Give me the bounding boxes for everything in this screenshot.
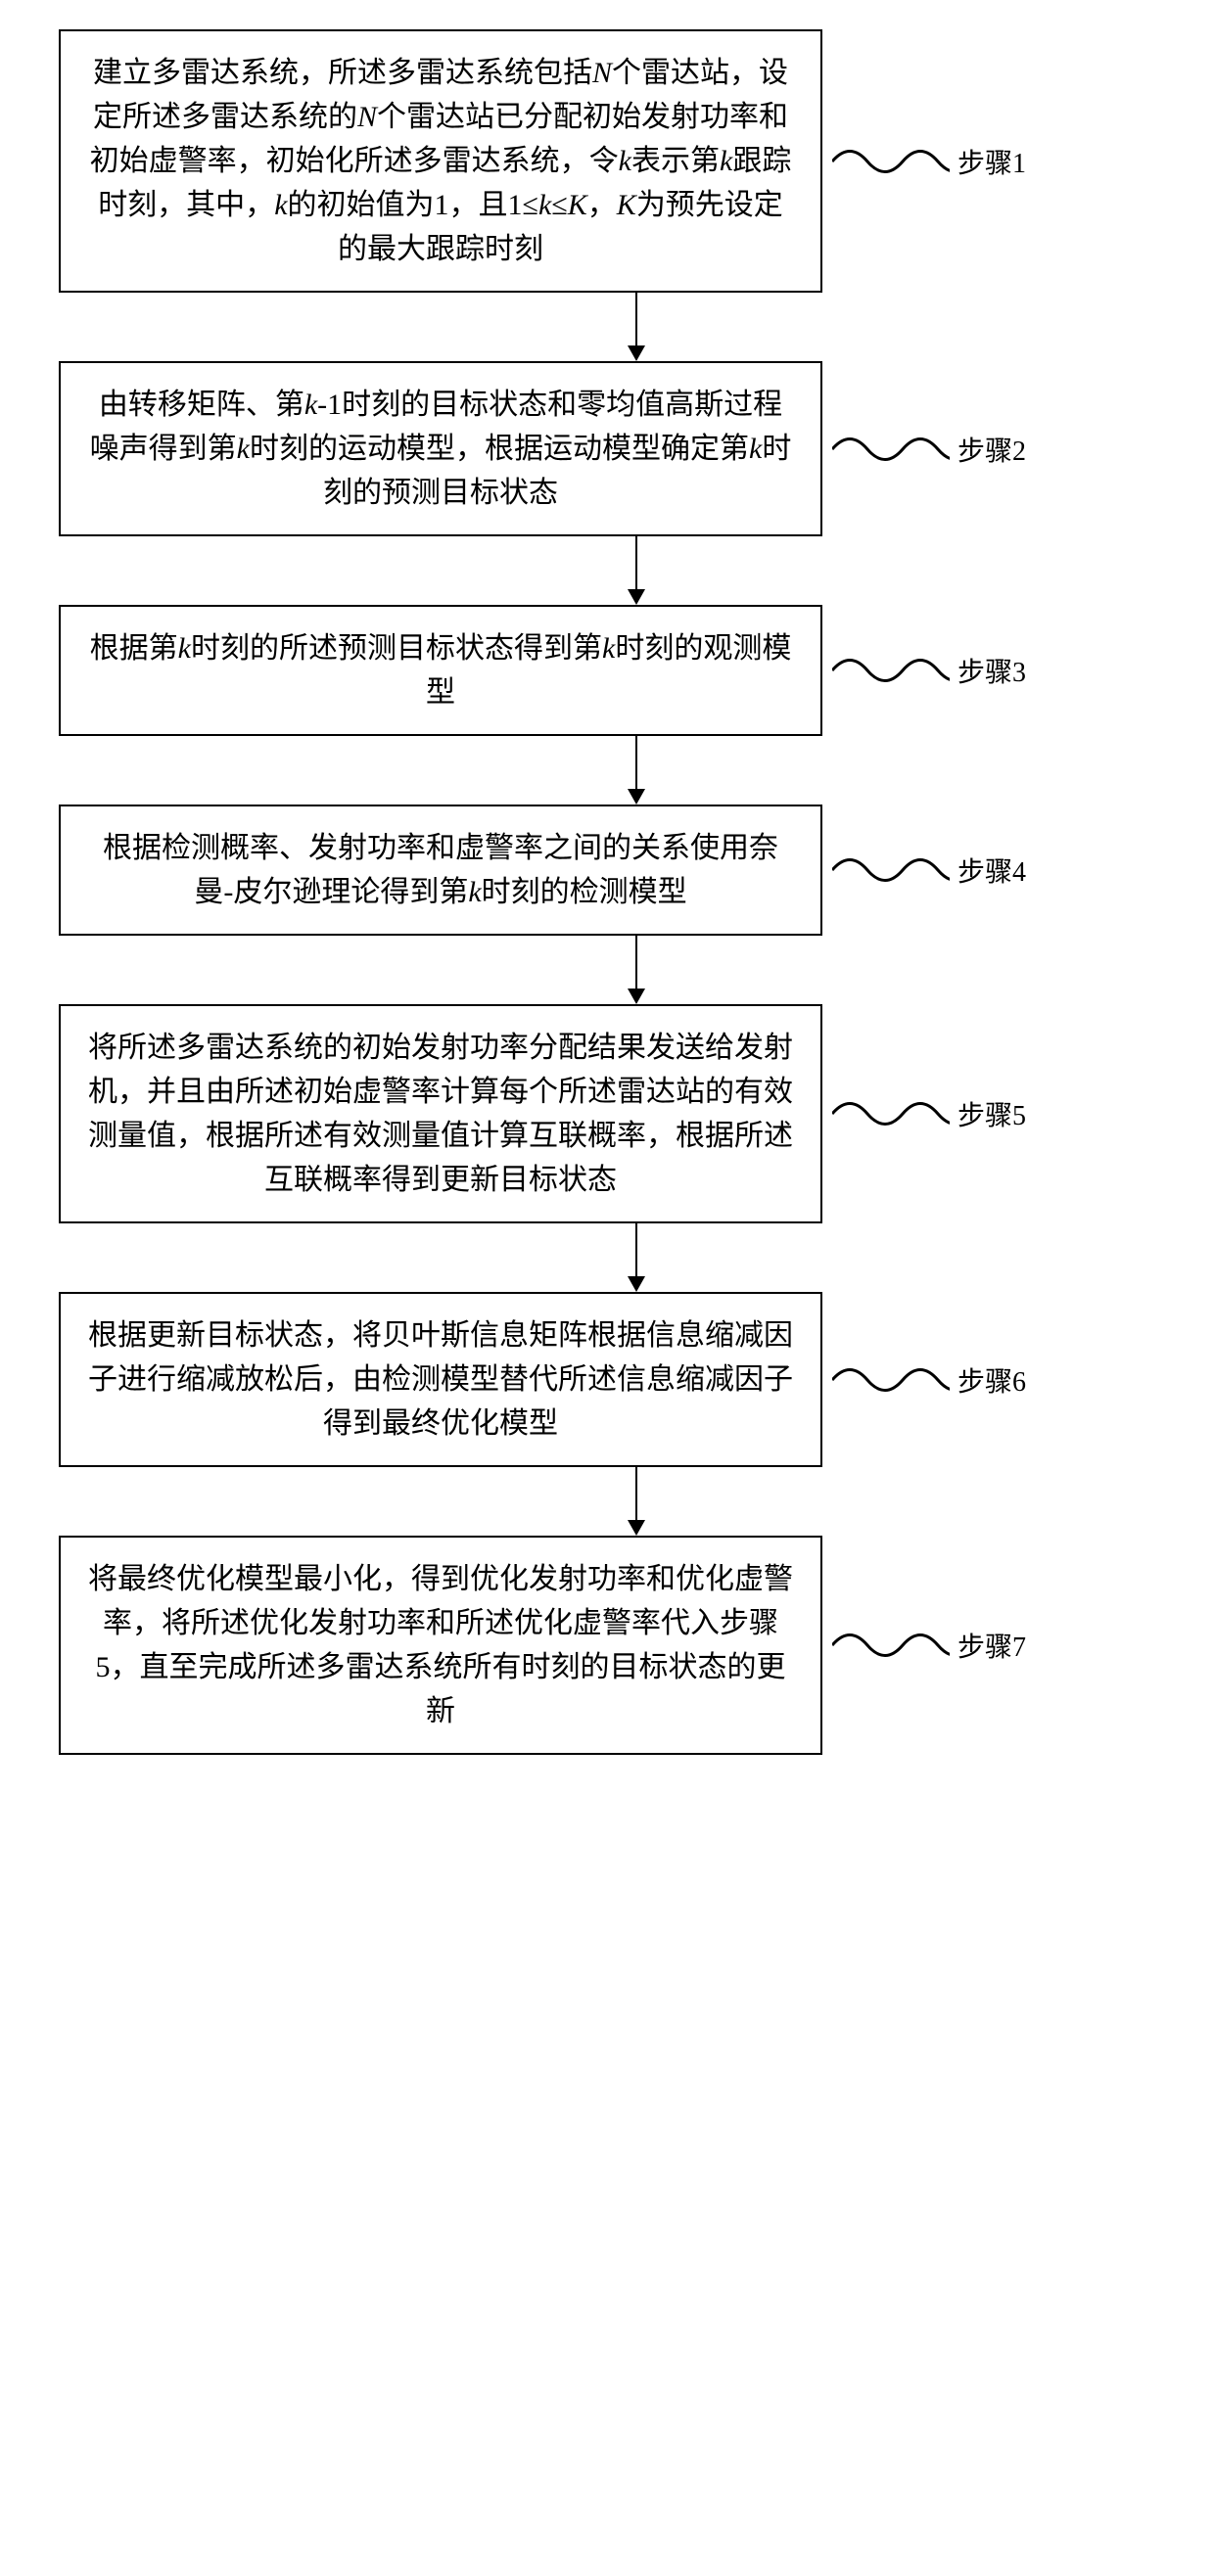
step-label: 步骤1 [957,142,1026,181]
step-label-group: 步骤5 [832,1084,1026,1143]
step-text-part: N [592,57,612,89]
step-box: 根据第k时刻的所述预测目标状态得到第k时刻的观测模型 [59,605,822,736]
squiggle-icon [832,1616,950,1675]
arrow-connector [255,293,1018,361]
arrow-down-icon [622,536,651,605]
step-text-part: 由转移矩阵、第 [99,389,304,421]
step-label-group: 步骤1 [832,132,1026,191]
arrow-down-icon [622,936,651,1004]
squiggle-icon [832,132,950,191]
squiggle-icon [832,641,950,700]
step-text-part: K [568,189,587,221]
step-label: 步骤2 [957,430,1026,469]
step-text-part: 时刻的运动模型，根据运动模型确定第 [250,433,749,465]
step-text-part: 时刻的所述预测目标状态得到第 [191,632,602,665]
step-label: 步骤7 [957,1626,1026,1665]
step-row: 根据第k时刻的所述预测目标状态得到第k时刻的观测模型 步骤3 [0,605,1214,736]
step-text-part: k [237,433,250,465]
flowchart-container: 建立多雷达系统，所述多雷达系统包括N个雷达站，设定所述多雷达系统的N个雷达站已分… [0,0,1214,1794]
step-text-part: k [602,632,615,665]
step-box: 将所述多雷达系统的初始发射功率分配结果发送给发射机，并且由所述初始虚警率计算每个… [59,1004,822,1223]
step-text-part: 根据更新目标状态，将贝叶斯信息矩阵根据信息缩减因子进行缩减放松后，由检测模型替代… [88,1319,793,1440]
step-label: 步骤3 [957,651,1026,690]
step-label-group: 步骤2 [832,420,1026,479]
step-label-group: 步骤4 [832,841,1026,899]
step-text-part: k [304,389,317,421]
step-row: 由转移矩阵、第k-1时刻的目标状态和零均值高斯过程噪声得到第k时刻的运动模型，根… [0,361,1214,536]
step-text-part: 将最终优化模型最小化，得到优化发射功率和优化虚警率，将所述优化发射功率和所述优化… [88,1563,793,1727]
arrow-connector [255,1223,1018,1292]
step-row: 将最终优化模型最小化，得到优化发射功率和优化虚警率，将所述优化发射功率和所述优化… [0,1536,1214,1755]
squiggle-icon [832,841,950,899]
step-text-part: 建立多雷达系统，所述多雷达系统包括 [93,57,592,89]
step-text-part: 的初始值为1，且1≤ [288,189,538,221]
step-text-part: ， [587,189,617,221]
step-text-part: k [274,189,287,221]
step-text-part: 时刻的检测模型 [482,876,687,908]
step-box: 根据检测概率、发射功率和虚警率之间的关系使用奈曼-皮尔逊理论得到第k时刻的检测模… [59,805,822,936]
step-text-part: k [720,145,732,177]
step-row: 根据检测概率、发射功率和虚警率之间的关系使用奈曼-皮尔逊理论得到第k时刻的检测模… [0,805,1214,936]
step-label: 步骤5 [957,1094,1026,1133]
step-label-group: 步骤3 [832,641,1026,700]
step-label: 步骤6 [957,1360,1026,1400]
arrow-down-icon [622,293,651,361]
arrow-connector [255,936,1018,1004]
step-row: 建立多雷达系统，所述多雷达系统包括N个雷达站，设定所述多雷达系统的N个雷达站已分… [0,29,1214,293]
step-text-part: N [357,101,377,133]
step-text-part: k [538,189,551,221]
arrow-down-icon [622,1467,651,1536]
step-row: 将所述多雷达系统的初始发射功率分配结果发送给发射机，并且由所述初始虚警率计算每个… [0,1004,1214,1223]
step-box: 将最终优化模型最小化，得到优化发射功率和优化虚警率，将所述优化发射功率和所述优化… [59,1536,822,1755]
arrow-down-icon [622,736,651,805]
step-box: 根据更新目标状态，将贝叶斯信息矩阵根据信息缩减因子进行缩减放松后，由检测模型替代… [59,1292,822,1467]
step-text-part: 根据第 [90,632,178,665]
step-label: 步骤4 [957,851,1026,890]
step-text-part: K [617,189,636,221]
arrow-connector [255,1467,1018,1536]
step-label-group: 步骤6 [832,1351,1026,1409]
step-text-part: k [619,145,631,177]
step-text-part: k [178,632,191,665]
step-label-group: 步骤7 [832,1616,1026,1675]
squiggle-icon [832,1351,950,1409]
step-text-part: k [468,876,481,908]
step-text-part: 表示第 [631,145,720,177]
step-text-part: ≤ [551,189,567,221]
step-box: 建立多雷达系统，所述多雷达系统包括N个雷达站，设定所述多雷达系统的N个雷达站已分… [59,29,822,293]
step-text-part: 将所述多雷达系统的初始发射功率分配结果发送给发射机，并且由所述初始虚警率计算每个… [88,1032,793,1196]
arrow-connector [255,736,1018,805]
step-row: 根据更新目标状态，将贝叶斯信息矩阵根据信息缩减因子进行缩减放松后，由检测模型替代… [0,1292,1214,1467]
step-text-part: k [749,433,762,465]
step-box: 由转移矩阵、第k-1时刻的目标状态和零均值高斯过程噪声得到第k时刻的运动模型，根… [59,361,822,536]
squiggle-icon [832,420,950,479]
arrow-down-icon [622,1223,651,1292]
arrow-connector [255,536,1018,605]
squiggle-icon [832,1084,950,1143]
